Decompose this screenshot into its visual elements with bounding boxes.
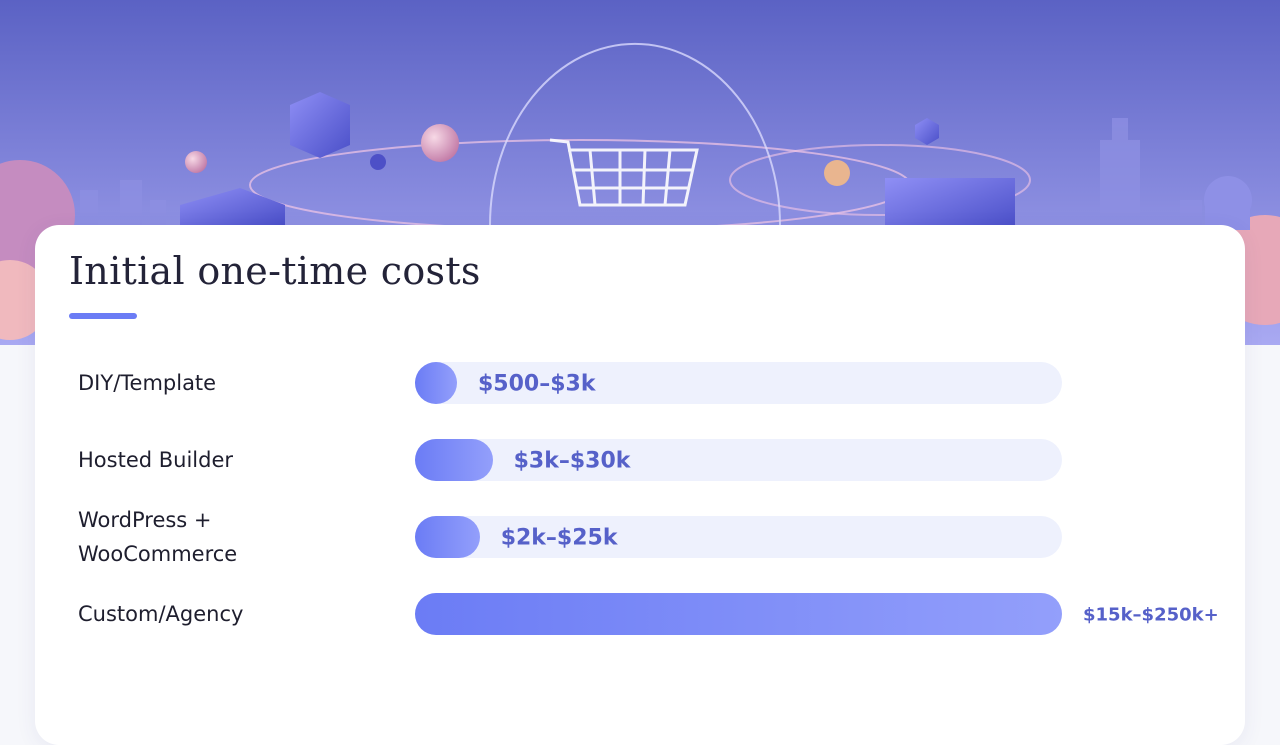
bar xyxy=(415,362,457,404)
bar xyxy=(415,439,493,481)
bar-track xyxy=(415,362,1062,404)
value-label: $500–$3k xyxy=(478,371,596,397)
chart-title: Initial one-time costs xyxy=(69,249,481,293)
category-label: Custom/Agency xyxy=(78,602,244,626)
category-label: Hosted Builder xyxy=(78,448,234,472)
bar-track xyxy=(415,516,1062,558)
title-underline xyxy=(69,313,137,319)
bar xyxy=(415,593,1062,635)
card: Initial one-time costs DIY/Template $500–… xyxy=(35,225,1245,745)
bar-track xyxy=(415,439,1062,481)
value-label: $15k–$250k+ xyxy=(1083,604,1219,626)
bar xyxy=(415,516,480,558)
page: Initial one-time costs DIY/Template $500–… xyxy=(0,0,1280,635)
category-label: WordPress + WooCommerce xyxy=(78,508,238,566)
value-label: $3k–$30k xyxy=(513,448,631,474)
value-label: $2k–$25k xyxy=(500,525,618,551)
category-label: DIY/Template xyxy=(78,371,217,395)
bar-track xyxy=(415,593,1062,635)
